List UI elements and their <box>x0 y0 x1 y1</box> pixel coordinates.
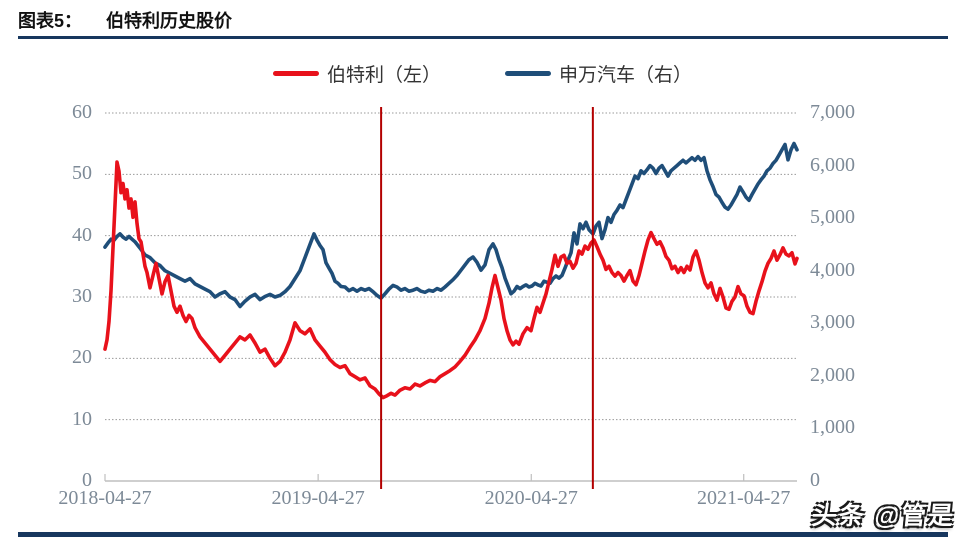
left-axis-tick-label: 40 <box>72 223 92 246</box>
right-axis-tick-label: 2,000 <box>810 363 855 386</box>
series-line-shenwan-auto <box>103 141 799 309</box>
title-underline-rule <box>18 36 948 39</box>
right-axis-tick-label: 7,000 <box>810 101 855 124</box>
x-axis-tick-label: 2021-04-27 <box>697 487 791 509</box>
left-axis-tick-label: 60 <box>72 101 92 124</box>
legend-line-swatch-red <box>272 71 319 76</box>
legend-item-shenwan-auto: 申万汽车（右） <box>505 60 692 87</box>
page-title: 图表5： 伯特利历史股价 <box>18 7 232 33</box>
x-axis-tick-label: 2019-04-27 <box>271 487 365 509</box>
left-axis-tick-label: 20 <box>72 346 92 369</box>
right-axis-tick-label: 5,000 <box>810 206 855 229</box>
legend-label: 伯特利（左） <box>326 65 441 86</box>
figure-number: 图表5： <box>18 11 83 31</box>
legend-item-bertelli: 伯特利（左） <box>272 60 441 87</box>
left-axis-tick-label: 0 <box>82 469 92 492</box>
footer-accent-bar <box>18 532 948 537</box>
legend-line-swatch-blue <box>505 71 551 76</box>
toutiao-watermark: 头条 @管是 <box>809 502 957 530</box>
right-axis-tick-label: 0 <box>810 469 820 492</box>
right-axis-tick-label: 6,000 <box>810 153 855 176</box>
figure-title: 伯特利历史股价 <box>106 11 233 31</box>
left-axis-tick-label: 10 <box>72 407 92 430</box>
left-axis-tick-label: 30 <box>72 285 92 308</box>
x-axis-tick-label: 2018-04-27 <box>58 487 152 509</box>
right-axis-tick-label: 4,000 <box>810 258 855 281</box>
series-line-bertelli <box>103 160 799 400</box>
x-axis-tick-label: 2020-04-27 <box>484 487 578 509</box>
right-axis-tick-label: 1,000 <box>810 416 855 439</box>
legend-label: 申万汽车（右） <box>559 65 693 86</box>
left-axis-tick-label: 50 <box>72 162 92 185</box>
right-axis-tick-label: 3,000 <box>810 311 855 334</box>
chart-legend: 伯特利（左） 申万汽车（右） <box>0 60 965 87</box>
